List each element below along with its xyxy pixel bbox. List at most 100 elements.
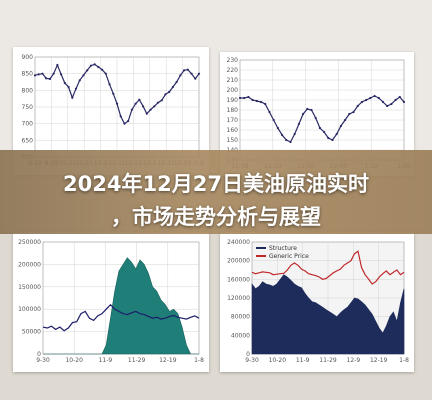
data-point [335, 132, 338, 136]
x-tick-label: 11-9 [296, 357, 310, 364]
y-tick-label: 150 [227, 137, 239, 144]
y-tick-label: 700 [22, 121, 34, 128]
y-tick-label: 50000 [22, 329, 41, 336]
data-point [179, 74, 182, 77]
x-tick-label: 12-9 [347, 357, 361, 364]
y-tick-label: 750 [22, 104, 34, 111]
data-point [59, 73, 63, 76]
data-point [194, 77, 197, 80]
series-line [42, 303, 200, 332]
title-banner [0, 150, 432, 234]
data-point [285, 138, 288, 142]
data-point [289, 140, 292, 144]
data-point [82, 74, 85, 77]
data-point [323, 130, 326, 134]
data-point [373, 94, 376, 98]
data-point [381, 100, 385, 104]
data-point [390, 102, 393, 106]
data-point [243, 96, 246, 100]
data-point [48, 77, 52, 81]
data-point [197, 72, 201, 75]
data-point [297, 122, 300, 126]
data-point [149, 108, 152, 111]
x-tick-label: 11-29 [128, 357, 146, 364]
data-point [145, 112, 148, 115]
data-point [134, 102, 137, 105]
chart-bottom-right: 240000 200000 160000 120000 80000 40000 09-30 1… [227, 239, 409, 364]
chart-panel-bottom-left: 250000 200000 150000 100000 50000 0 9-30 10-20 1… [13, 232, 209, 372]
y-tick-label: 80000 [231, 314, 250, 321]
legend-label: Structure [269, 245, 297, 252]
y-tick-label: 850 [22, 71, 34, 78]
data-point [348, 112, 351, 116]
data-point [365, 98, 368, 102]
x-tick-label: 9-30 [36, 357, 50, 364]
data-point [377, 96, 380, 100]
headline-line-2: ，市场走势分析与展望 [111, 205, 321, 229]
data-point [306, 107, 309, 111]
y-tick-label: 800 [22, 87, 34, 94]
data-point [37, 73, 40, 76]
y-tick-label: 0 [37, 351, 41, 358]
x-tick-label: 12-19 [159, 357, 177, 364]
y-tick-label: 40000 [231, 332, 250, 339]
y-tick-label: 120000 [227, 295, 250, 302]
data-point [130, 108, 134, 111]
data-point [369, 96, 372, 100]
y-tick-label: 240000 [227, 239, 250, 246]
data-point [74, 87, 78, 90]
data-point [293, 132, 296, 136]
legend-label: Generic Price [269, 253, 309, 260]
data-point [153, 105, 156, 108]
data-point [310, 108, 313, 112]
y-tick-label: 180 [227, 107, 239, 114]
data-point [86, 69, 89, 72]
x-tick-label: 11-9 [99, 357, 113, 364]
data-point [386, 104, 389, 108]
data-point [186, 68, 189, 71]
data-point [104, 72, 107, 75]
data-point [398, 95, 401, 99]
x-tick-label: 1-8 [399, 357, 409, 364]
data-point [93, 63, 96, 66]
y-tick-label: 150000 [18, 284, 41, 291]
data-point [276, 126, 279, 130]
y-tick-label: 250000 [18, 239, 41, 246]
data-point [45, 77, 48, 80]
data-point [318, 126, 321, 130]
data-point [141, 105, 145, 108]
data-point [108, 83, 111, 86]
y-tick-label: 900 [22, 54, 34, 61]
series-line [240, 95, 405, 143]
data-point [356, 104, 359, 108]
data-point [127, 119, 130, 123]
data-point [164, 93, 167, 96]
x-tick-label: 10-20 [65, 357, 83, 364]
data-point [394, 98, 397, 102]
data-point [67, 85, 70, 89]
data-point [331, 138, 334, 142]
data-point [264, 102, 267, 106]
y-tick-label: 230 [227, 57, 239, 64]
data-point [247, 95, 250, 99]
chart-panel-bottom-right: 240000 200000 160000 120000 80000 40000 0 9-30 1… [220, 232, 414, 372]
data-point [402, 100, 406, 104]
data-point [89, 64, 93, 67]
y-tick-label: 170 [227, 117, 239, 124]
y-tick-label: 190 [227, 97, 239, 104]
data-point [52, 72, 55, 75]
x-tick-label: 12-19 [370, 357, 388, 364]
x-tick-label: 11-29 [319, 357, 337, 364]
y-tick-label: 0 [246, 351, 250, 358]
y-tick-label: 210 [227, 77, 239, 84]
data-point [344, 118, 347, 122]
y-tick-label: 200000 [227, 258, 250, 265]
y-tick-label: 160 [227, 127, 239, 134]
chart-bottom-left: 250000 200000 150000 100000 50000 09-30 10-20 1… [18, 239, 204, 364]
data-point [78, 79, 81, 82]
x-tick-label: 10-20 [269, 357, 287, 364]
data-point [301, 112, 305, 116]
y-tick-label: 650 [22, 137, 34, 144]
data-point [268, 110, 271, 114]
data-point [251, 98, 254, 102]
